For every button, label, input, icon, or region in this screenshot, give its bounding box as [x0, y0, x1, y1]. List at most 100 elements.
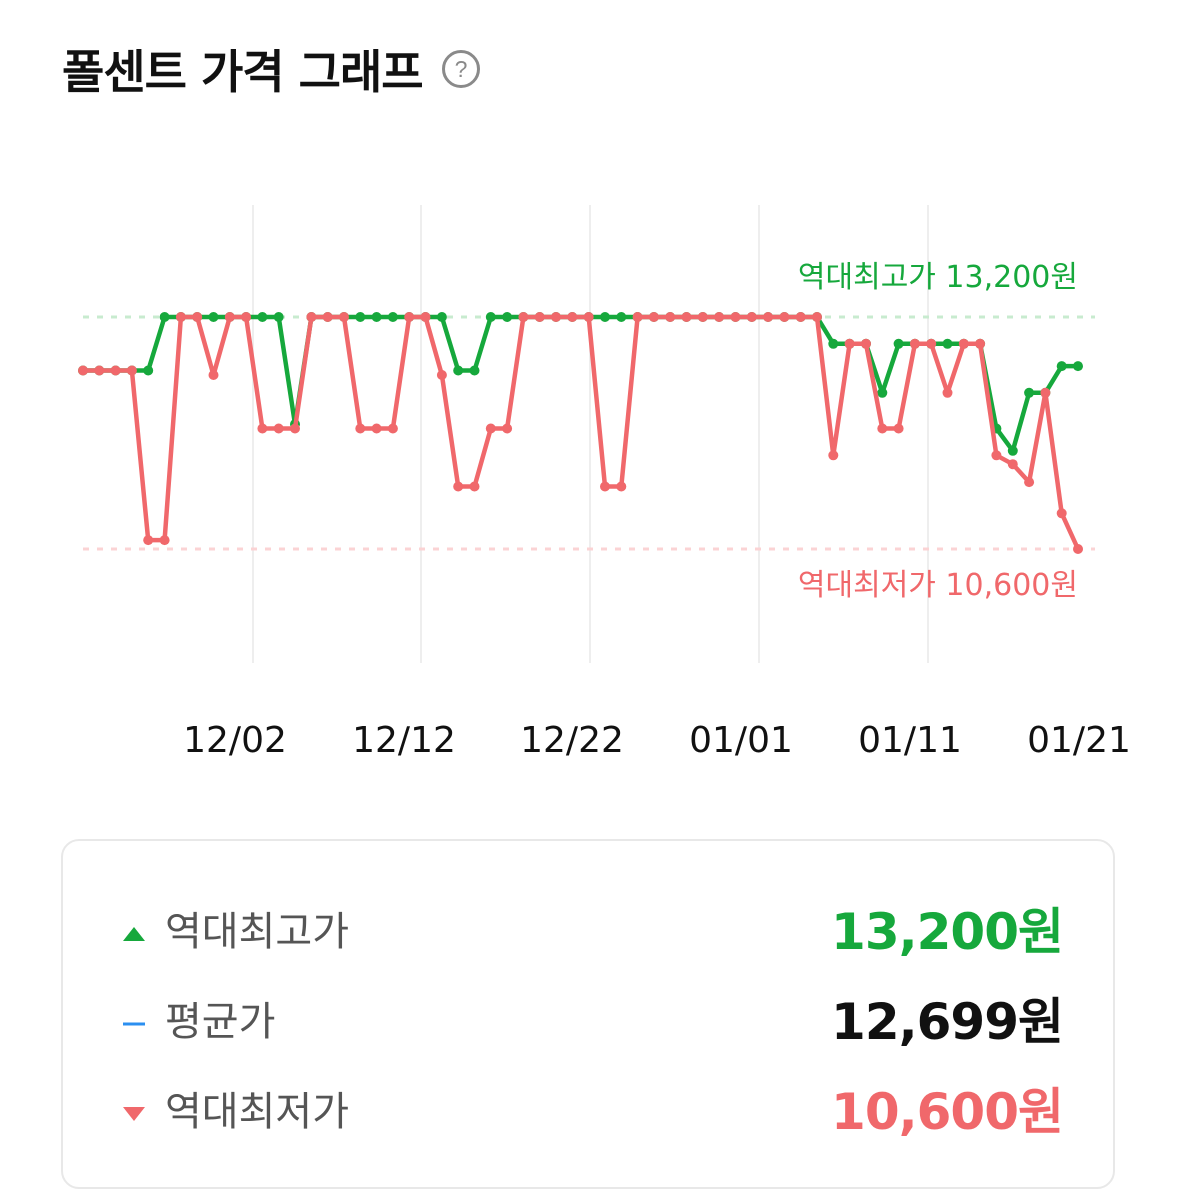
low-series-point [681, 312, 692, 322]
low-series-point [159, 535, 170, 546]
max-price-annotation: 역대최고가 13,200원 [798, 260, 1078, 295]
high-series-point [1056, 361, 1067, 372]
high-series-point [208, 312, 219, 322]
low-series-point [126, 365, 137, 376]
high-series-point [273, 312, 284, 322]
x-tick-label: 12/12 [352, 720, 456, 761]
high-series-point [828, 338, 839, 349]
low-series-point [143, 535, 154, 546]
high-series-point [1007, 445, 1018, 456]
low-series-point [746, 312, 757, 322]
high-series-point [485, 312, 496, 322]
summary-row-low: 역대최저가 10,600원 [123, 1068, 1064, 1148]
low-series-point [290, 423, 300, 434]
high-series-point [502, 312, 513, 322]
chart-header: 폴센트 가격 그래프 ? [62, 36, 481, 102]
low-series-point [339, 312, 349, 322]
low-series-point [469, 481, 480, 492]
high-series-point [387, 312, 398, 322]
low-series-point [1024, 477, 1035, 488]
low-series-point [387, 423, 398, 434]
low-series-point [844, 338, 855, 349]
dash-icon [123, 995, 145, 1041]
low-series-point [1073, 544, 1083, 554]
summary-row-high: 역대최고가 13,200원 [123, 888, 1064, 968]
low-series-point [110, 365, 121, 376]
low-series-point [665, 312, 676, 322]
triangle-up-icon [123, 905, 145, 951]
summary-row-average: 평균가 12,699원 [123, 978, 1064, 1058]
low-price-value: 10,600원 [831, 1083, 1064, 1141]
low-series-point [795, 312, 806, 322]
low-series-point [779, 312, 790, 322]
high-series-point [355, 312, 366, 322]
page-title: 폴센트 가격 그래프 [62, 45, 424, 99]
low-series-point [828, 450, 839, 461]
low-series-point [697, 312, 708, 322]
x-tick-label: 12/22 [520, 720, 624, 761]
low-series-point [175, 312, 186, 322]
low-series-point [404, 312, 415, 322]
average-price-label: 평균가 [165, 999, 276, 1045]
high-series-point [159, 312, 170, 322]
low-series-point [583, 312, 594, 322]
low-series-point [600, 481, 610, 492]
high-series-point [371, 312, 382, 322]
x-tick-label: 01/01 [689, 720, 793, 761]
low-series-point [1007, 459, 1018, 470]
high-series-point [143, 365, 154, 376]
x-tick-label: 01/21 [1027, 720, 1131, 761]
low-series-point [485, 423, 496, 434]
high-series-point [257, 312, 268, 322]
min-price-annotation: 역대최저가 10,600원 [798, 568, 1078, 603]
low-series-point [730, 312, 741, 322]
low-series-point [991, 450, 1002, 461]
low-series-point [616, 481, 627, 492]
low-series-point [942, 387, 953, 398]
low-series-point [812, 312, 822, 322]
low-series-point [453, 481, 464, 492]
high-series-point [877, 387, 888, 398]
low-series-point [975, 338, 986, 349]
high-series-point [616, 312, 627, 322]
x-tick-label: 01/11 [858, 720, 962, 761]
low-series-point [257, 423, 268, 434]
help-question-icon[interactable]: ? [441, 49, 481, 89]
low-series-point [958, 338, 969, 349]
low-series-point [224, 312, 235, 322]
average-price-value: 12,699원 [831, 993, 1064, 1051]
low-series-point [518, 312, 529, 322]
low-series-point [893, 423, 904, 434]
low-series-point [306, 312, 317, 322]
low-series-point [436, 370, 447, 380]
low-series-point [926, 338, 937, 349]
low-series-point [241, 312, 252, 322]
low-series-point [632, 312, 643, 322]
low-series-point [714, 312, 725, 322]
low-series-point [1056, 508, 1067, 519]
high-series-point [1024, 387, 1035, 398]
high-series-point [942, 338, 953, 349]
low-series-point [534, 312, 545, 322]
low-series-point [567, 312, 578, 322]
x-tick-label: 12/02 [183, 720, 287, 761]
svg-text:?: ? [454, 56, 467, 82]
low-price-label: 역대최저가 [165, 1089, 349, 1135]
high-series-point [1073, 361, 1083, 372]
low-series-point [371, 423, 382, 434]
high-series-point [600, 312, 610, 322]
low-series-point [648, 312, 659, 322]
low-series-point [861, 338, 871, 349]
high-series-point [436, 312, 447, 322]
high-price-value: 13,200원 [831, 903, 1064, 961]
low-series-point [192, 312, 203, 322]
low-series-point [1040, 387, 1051, 398]
low-series-point [322, 312, 333, 322]
low-series-line [83, 314, 1081, 550]
high-price-label: 역대최고가 [165, 909, 349, 955]
low-series-point [78, 365, 88, 376]
high-series-point [453, 365, 464, 376]
triangle-down-icon [123, 1085, 145, 1131]
